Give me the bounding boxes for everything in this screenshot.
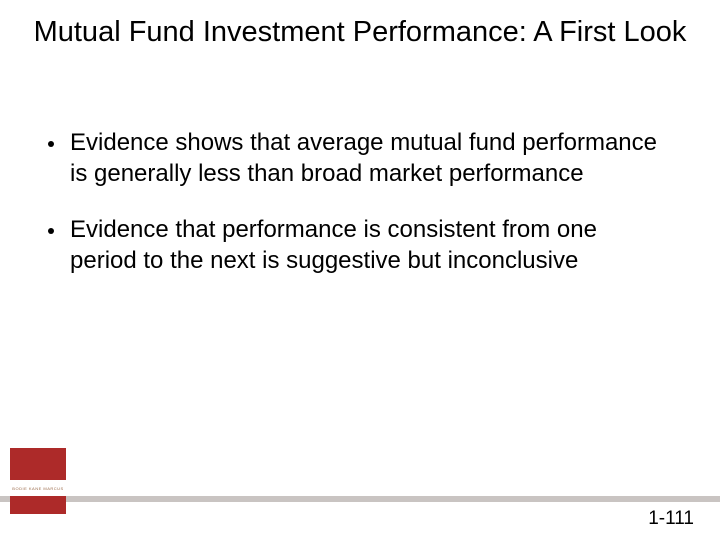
slide: Mutual Fund Investment Performance: A Fi…: [0, 0, 720, 540]
bullet-item: Evidence shows that average mutual fund …: [48, 128, 668, 189]
bullet-dot-icon: [48, 141, 54, 147]
bullet-text: Evidence shows that average mutual fund …: [70, 128, 668, 189]
logo-top-block: [10, 448, 66, 480]
logo-label-band: BODIE KANE MARCUS: [10, 480, 66, 496]
slide-body: Evidence shows that average mutual fund …: [48, 128, 668, 303]
footer-divider: [0, 496, 720, 502]
bullet-item: Evidence that performance is consistent …: [48, 215, 668, 276]
bullet-dot-icon: [48, 228, 54, 234]
page-number: 1-111: [648, 508, 694, 530]
logo-label-text: BODIE KANE MARCUS: [12, 486, 63, 491]
publisher-logo: BODIE KANE MARCUS: [10, 448, 66, 514]
slide-title: Mutual Fund Investment Performance: A Fi…: [0, 14, 720, 50]
bullet-text: Evidence that performance is consistent …: [70, 215, 668, 276]
logo-bottom-block: [10, 496, 66, 514]
